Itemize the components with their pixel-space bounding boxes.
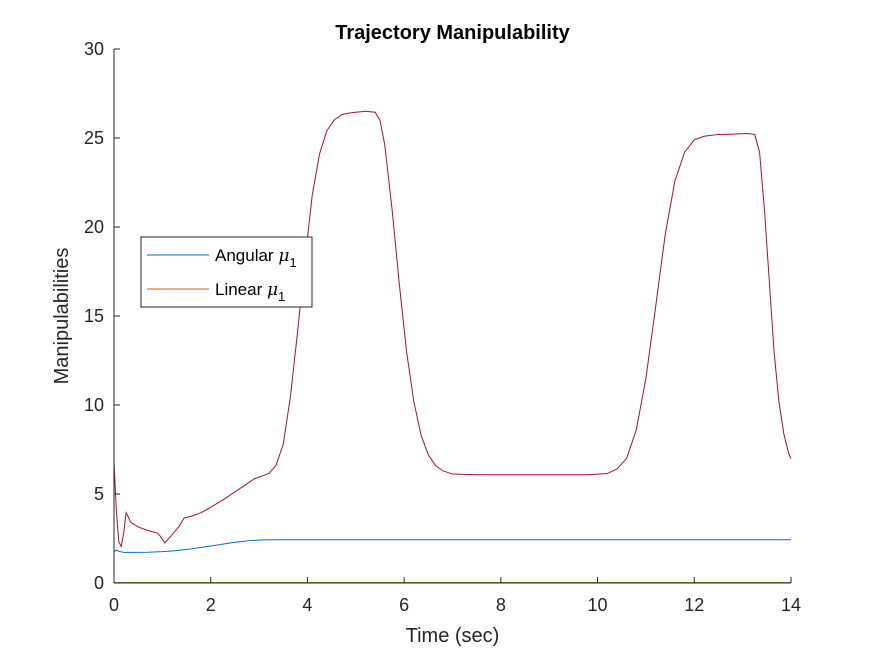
y-tick-label: 10: [84, 395, 104, 415]
y-tick-label: 5: [94, 484, 104, 504]
x-tick-label: 12: [684, 595, 704, 615]
axis-layer: 0 2 4 6 8 10 12 14 0 5 10 15 20 25 30: [84, 39, 801, 615]
y-tick-label: 0: [94, 573, 104, 593]
x-tick-label: 4: [302, 595, 312, 615]
series-layer: [113, 110, 792, 583]
y-tick-label: 25: [84, 128, 104, 148]
x-tick-label: 6: [399, 595, 409, 615]
plot-area: [114, 49, 791, 583]
y-axis-label: Manipulabilities: [51, 248, 73, 385]
chart-title: Trajectory Manipulability: [335, 22, 570, 44]
x-tick-label: 10: [588, 595, 608, 615]
x-tick-label: 0: [109, 595, 119, 615]
x-axis-label: Time (sec): [406, 625, 500, 647]
series-line-1: [113, 539, 791, 553]
legend-box: [140, 236, 313, 308]
y-tick-label: 15: [84, 306, 104, 326]
y-tick-label: 20: [84, 217, 104, 237]
y-tick-label: 30: [84, 39, 104, 59]
series-line-2: [113, 110, 792, 548]
x-tick-label: 2: [206, 595, 216, 615]
x-tick-label: 8: [496, 595, 506, 615]
x-tick-label: 14: [781, 595, 801, 615]
